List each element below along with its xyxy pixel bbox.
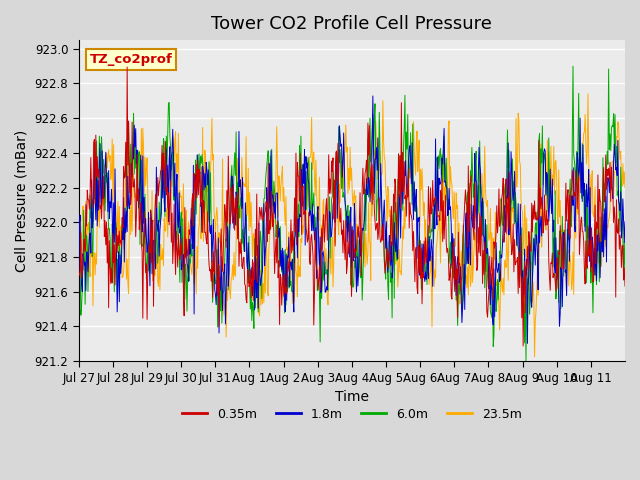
Y-axis label: Cell Pressure (mBar): Cell Pressure (mBar) [15,130,29,272]
Title: Tower CO2 Profile Cell Pressure: Tower CO2 Profile Cell Pressure [211,15,492,33]
Text: TZ_co2prof: TZ_co2prof [90,53,173,66]
X-axis label: Time: Time [335,390,369,404]
Legend: 0.35m, 1.8m, 6.0m, 23.5m: 0.35m, 1.8m, 6.0m, 23.5m [177,403,527,425]
